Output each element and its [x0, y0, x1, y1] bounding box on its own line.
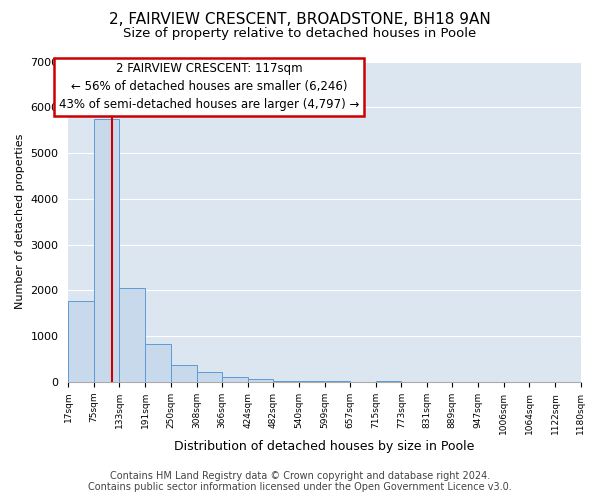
Bar [119, 288, 145, 382]
Text: 2 FAIRVIEW CRESCENT: 117sqm
← 56% of detached houses are smaller (6,246)
43% of : 2 FAIRVIEW CRESCENT: 117sqm ← 56% of det… [59, 62, 359, 112]
Text: Size of property relative to detached houses in Poole: Size of property relative to detached ho… [124, 28, 476, 40]
Bar [222, 377, 248, 382]
Bar [94, 118, 119, 382]
Bar [171, 365, 197, 382]
Bar [248, 380, 273, 382]
Bar [145, 344, 170, 382]
X-axis label: Distribution of detached houses by size in Poole: Distribution of detached houses by size … [174, 440, 475, 452]
Bar [68, 300, 94, 382]
Bar [376, 380, 401, 382]
Text: Contains HM Land Registry data © Crown copyright and database right 2024.
Contai: Contains HM Land Registry data © Crown c… [88, 471, 512, 492]
Bar [299, 381, 324, 382]
Bar [273, 380, 299, 382]
Y-axis label: Number of detached properties: Number of detached properties [15, 134, 25, 310]
Bar [325, 381, 350, 382]
Bar [197, 372, 222, 382]
Text: 2, FAIRVIEW CRESCENT, BROADSTONE, BH18 9AN: 2, FAIRVIEW CRESCENT, BROADSTONE, BH18 9… [109, 12, 491, 28]
